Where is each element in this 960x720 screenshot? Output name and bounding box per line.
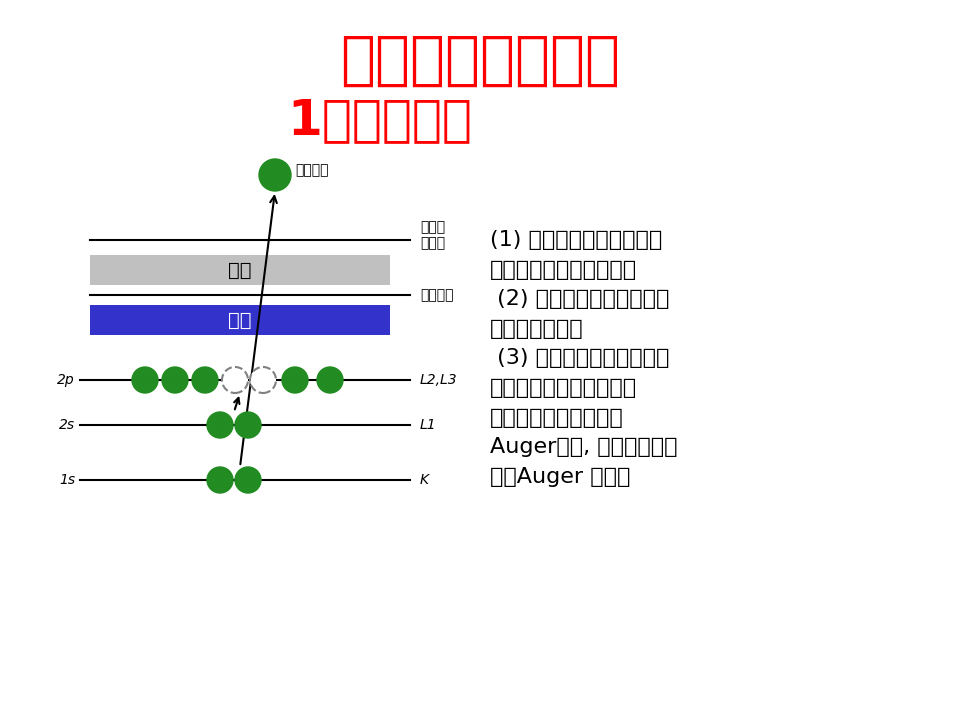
Bar <box>90 255 390 285</box>
Text: 导带: 导带 <box>228 261 252 279</box>
Text: 2s: 2s <box>59 418 75 432</box>
Text: 价带: 价带 <box>228 310 252 330</box>
Text: (1) 原子内某一内层电子被
激发电离从而形成空位，
 (2) 一个较高能级的电子跃
迁到该空位上，
 (3) 再接着另一个电子被激
发发射，形成无辐射跃迁
过: (1) 原子内某一内层电子被 激发电离从而形成空位， (2) 一个较高能级的电子… <box>490 230 678 487</box>
Text: 自由电
子能级: 自由电 子能级 <box>420 220 445 250</box>
Text: 俄歇电子: 俄歇电子 <box>295 163 328 177</box>
Circle shape <box>222 367 248 393</box>
Text: 费米能级: 费米能级 <box>420 288 453 302</box>
Text: 二、俄歇电子能谱: 二、俄歇电子能谱 <box>340 32 620 89</box>
Text: 1、基本原理: 1、基本原理 <box>288 96 472 144</box>
Circle shape <box>207 412 233 438</box>
Circle shape <box>259 159 291 191</box>
Circle shape <box>282 367 308 393</box>
Circle shape <box>250 367 276 393</box>
Bar <box>90 305 390 335</box>
Circle shape <box>235 412 261 438</box>
Circle shape <box>235 467 261 493</box>
Circle shape <box>207 467 233 493</box>
Text: 1s: 1s <box>59 473 75 487</box>
Text: 2p: 2p <box>58 373 75 387</box>
Text: K: K <box>420 473 429 487</box>
Circle shape <box>317 367 343 393</box>
Text: L2,L3: L2,L3 <box>420 373 458 387</box>
Circle shape <box>132 367 158 393</box>
Text: L1: L1 <box>420 418 437 432</box>
Circle shape <box>192 367 218 393</box>
Circle shape <box>162 367 188 393</box>
